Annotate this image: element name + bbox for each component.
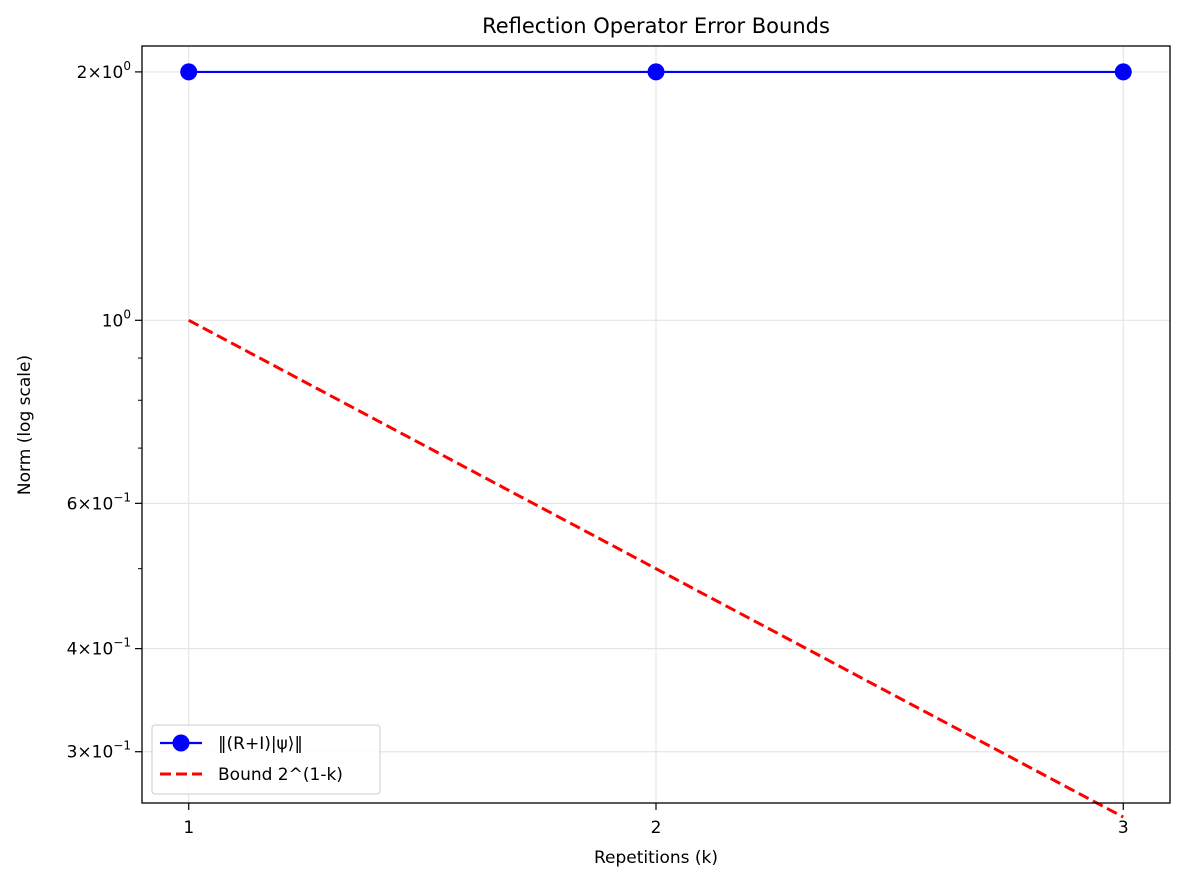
x-axis-label: Repetitions (k) (594, 848, 718, 868)
y-tick-label: 4×10−1 (67, 636, 131, 660)
series-layer (180, 63, 1132, 819)
x-tick-label: 3 (1118, 818, 1129, 838)
chart-title: Reflection Operator Error Bounds (482, 14, 830, 38)
legend-label-series-2: Bound 2^(1-k) (218, 765, 343, 785)
y-tick-label: 2×100 (77, 59, 131, 83)
y-tick-label-base: 4×10 (67, 640, 114, 660)
x-tick-label: 2 (651, 818, 662, 838)
y-tick-label-base: 3×10 (67, 743, 114, 763)
y-tick-label-exponent: −1 (113, 636, 131, 650)
y-tick-label-base: 6×10 (67, 494, 114, 514)
legend-marker-series-1 (172, 734, 190, 752)
data-point-series-1 (180, 63, 198, 81)
legend-box (151, 724, 381, 795)
legend-label-series-1: ‖(R+I)|ψ⟩‖ (218, 734, 303, 754)
y-tick-label: 100 (102, 307, 131, 331)
y-tick-label-base: 10 (102, 311, 124, 331)
legend: ‖(R+I)|ψ⟩‖ Bound 2^(1-k) (151, 724, 381, 795)
y-tick-label-exponent: −1 (113, 739, 131, 753)
y-tick-label: 3×10−1 (67, 739, 131, 763)
y-tick-label-exponent: −1 (113, 490, 131, 504)
y-axis-label: Norm (log scale) (15, 355, 35, 495)
y-tick-label-base: 2×10 (77, 63, 124, 83)
data-point-series-1 (647, 63, 665, 81)
x-tick-label: 1 (183, 818, 194, 838)
y-tick-label: 6×10−1 (67, 490, 131, 514)
y-tick-label-exponent: 0 (123, 59, 131, 73)
series-line-2 (188, 318, 1124, 819)
y-tick-label-exponent: 0 (123, 307, 131, 321)
data-point-series-1 (1114, 63, 1132, 81)
